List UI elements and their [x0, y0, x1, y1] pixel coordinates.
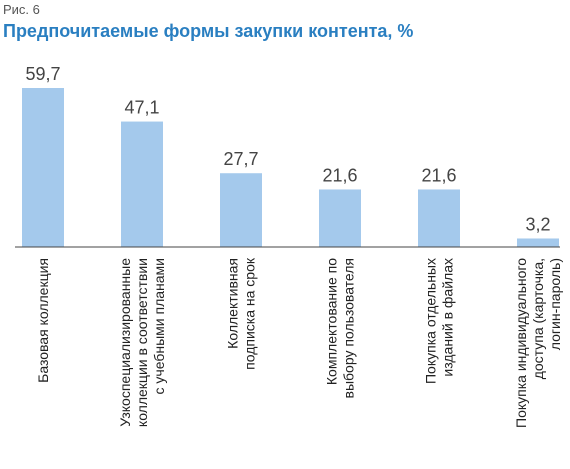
data-label-5: 3,2	[525, 214, 550, 234]
category-label-5: Покупка индивидуальногодоступа (карточка…	[513, 258, 563, 428]
figure-label: Рис. 6	[3, 2, 40, 17]
bar-4	[418, 189, 460, 247]
bar-2	[220, 173, 262, 247]
bar-1	[121, 121, 163, 247]
category-label-4: Покупка отдельныхизданий в файлах	[423, 258, 456, 384]
category-label-0: Базовая коллекция	[35, 258, 51, 383]
data-label-3: 21,6	[322, 165, 357, 185]
data-label-1: 47,1	[124, 98, 159, 118]
bar-0	[22, 88, 64, 247]
bar-3	[319, 189, 361, 247]
data-label-0: 59,7	[25, 64, 60, 84]
data-label-2: 27,7	[223, 149, 258, 169]
data-label-4: 21,6	[421, 165, 456, 185]
chart-title: Предпочитаемые формы закупки контента, %	[3, 21, 414, 41]
bar-5	[517, 238, 559, 247]
category-label-2: Коллективнаяподписка на срок	[225, 257, 258, 370]
category-label-3: Комплектование повыбору пользователя	[324, 258, 357, 399]
category-label-1: Узкоспециализированныеколлекции в соотве…	[117, 258, 167, 427]
